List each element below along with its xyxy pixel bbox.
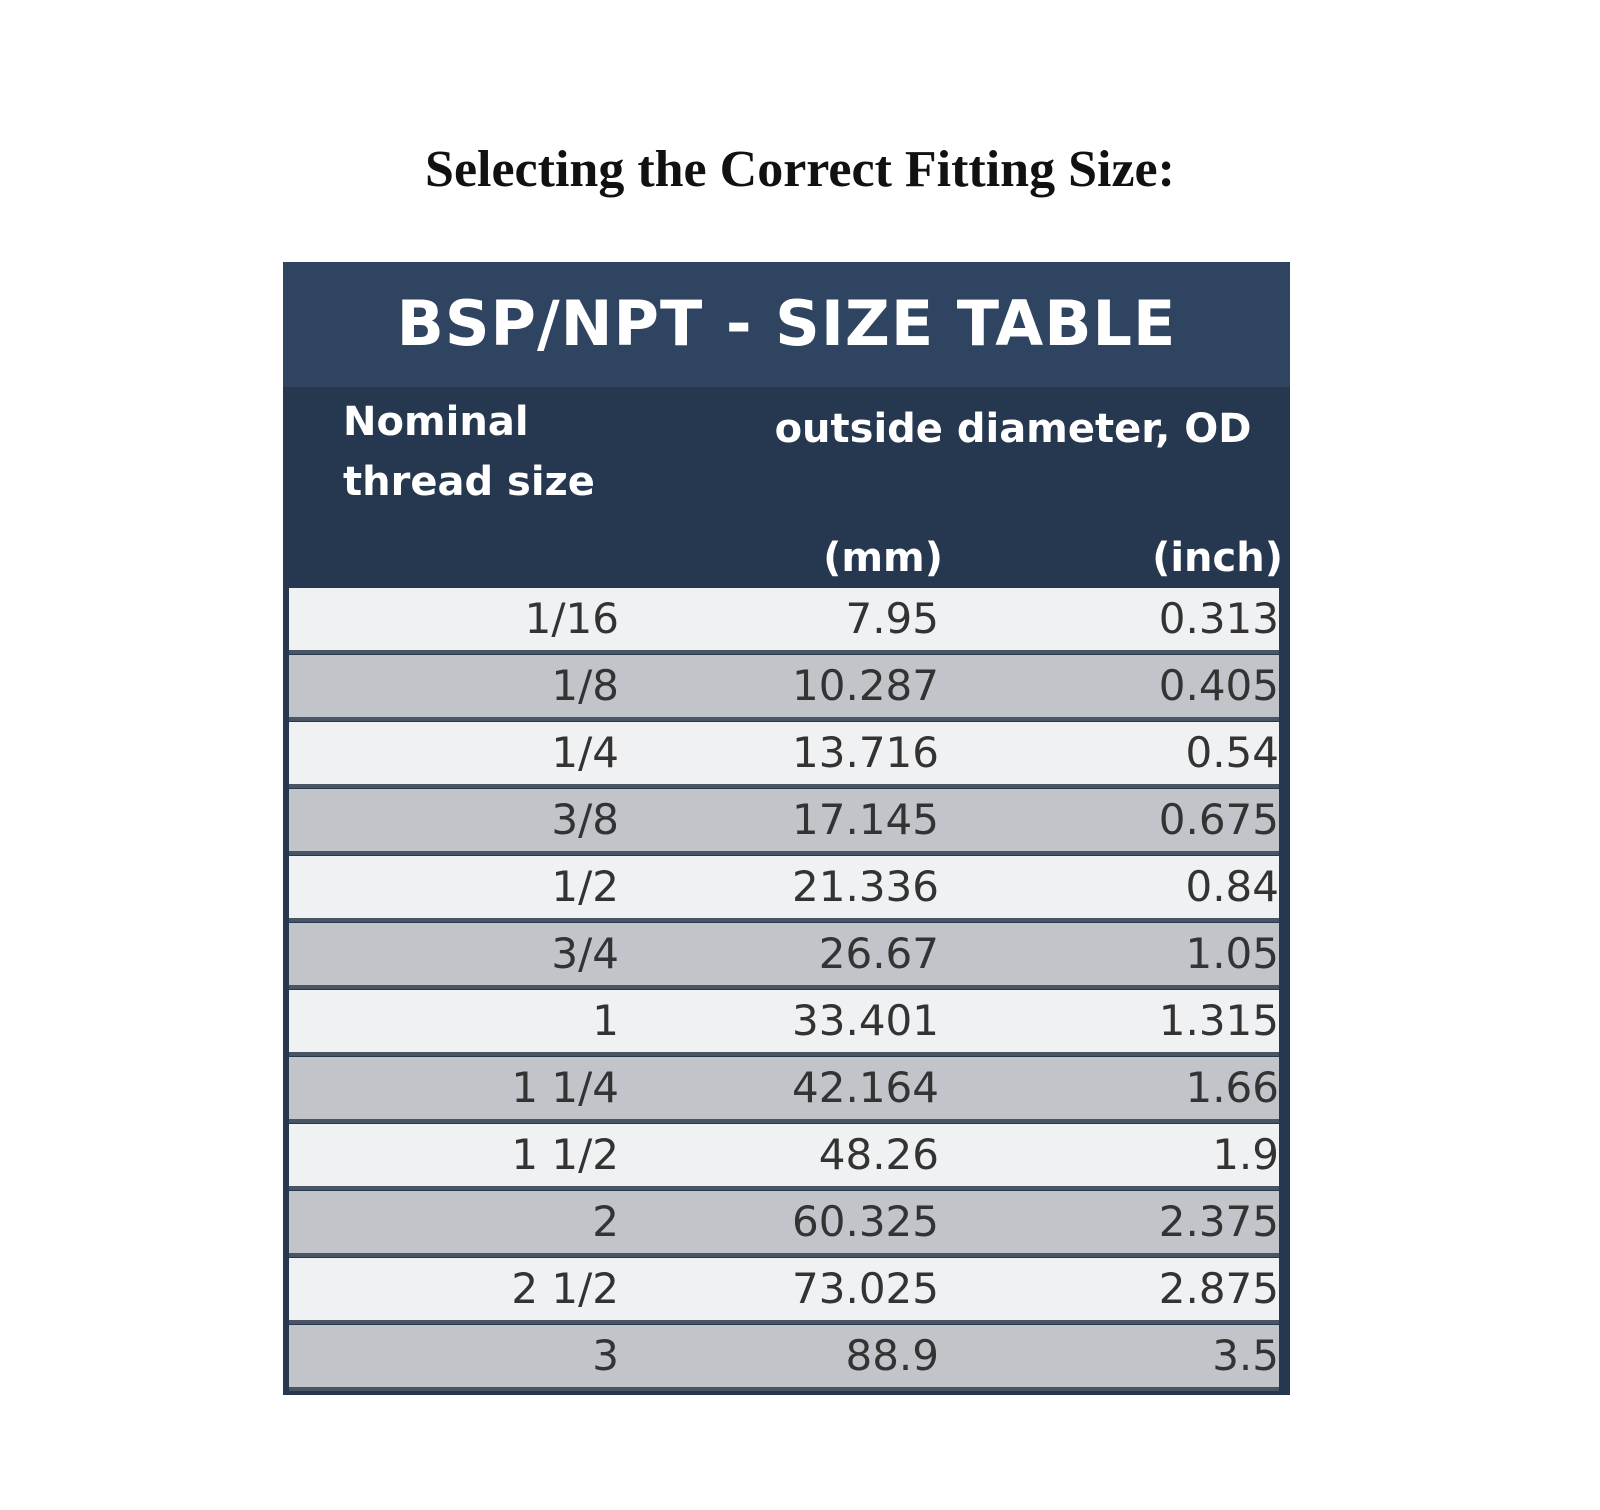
table-row: 2 60.325 2.375	[289, 1191, 1279, 1257]
table-row: 1 1/2 48.26 1.9	[289, 1124, 1279, 1190]
table-row: 1/8 10.287 0.405	[289, 655, 1279, 721]
table-row: 1 1/4 42.164 1.66	[289, 1057, 1279, 1123]
od-inch: 1.315	[1158, 996, 1279, 1045]
table-row: 1/4 13.716 0.54	[289, 722, 1279, 788]
od-mm: 33.401	[792, 996, 939, 1045]
thread-size: 2	[592, 1197, 619, 1246]
od-inch: 0.405	[1158, 661, 1279, 710]
od-mm: 48.26	[818, 1130, 939, 1179]
page-title: Selecting the Correct Fitting Size:	[425, 141, 1175, 198]
thread-size: 1/16	[524, 594, 619, 643]
thread-size: 1/4	[551, 728, 619, 777]
od-mm: 13.716	[792, 728, 939, 777]
od-mm: 7.95	[845, 594, 939, 643]
thread-size: 1	[592, 996, 619, 1045]
thread-size: 3/8	[551, 795, 619, 844]
od-inch: 0.54	[1185, 728, 1279, 777]
size-table: BSP/NPT - SIZE TABLE Nominal thread size…	[283, 262, 1290, 1395]
thread-size: 2 1/2	[511, 1264, 619, 1313]
column-header: (mm)	[823, 535, 943, 581]
column-header: Nominal thread size	[343, 399, 595, 505]
od-mm: 60.325	[792, 1197, 939, 1246]
od-mm: 42.164	[792, 1063, 939, 1112]
thread-size: 1 1/2	[511, 1130, 619, 1179]
table-row: 1/2 21.336 0.84	[289, 856, 1279, 922]
od-inch: 0.84	[1185, 862, 1279, 911]
od-mm: 73.025	[792, 1264, 939, 1313]
table-row: 1 33.401 1.315	[289, 990, 1279, 1056]
od-mm: 10.287	[792, 661, 939, 710]
thread-size: 1 1/4	[511, 1063, 619, 1112]
od-mm: 88.9	[845, 1331, 939, 1380]
od-mm: 26.67	[818, 929, 939, 978]
table-row: 1/16 7.95 0.313	[289, 588, 1279, 654]
od-inch: 1.9	[1212, 1130, 1279, 1179]
od-inch: 2.375	[1158, 1197, 1279, 1246]
thread-size: 3/4	[551, 929, 619, 978]
od-inch: 0.675	[1158, 795, 1279, 844]
thread-size: 1/2	[551, 862, 619, 911]
od-inch: 0.313	[1158, 594, 1279, 643]
thread-size: 3	[592, 1331, 619, 1380]
od-mm: 17.145	[792, 795, 939, 844]
table-row: 2 1/2 73.025 2.875	[289, 1258, 1279, 1324]
column-header: (inch)	[1152, 535, 1283, 581]
od-mm: 21.336	[792, 862, 939, 911]
od-inch: 2.875	[1158, 1264, 1279, 1313]
od-inch: 3.5	[1212, 1331, 1279, 1380]
thread-size: 1/8	[551, 661, 619, 710]
table-row: 3/4 26.67 1.05	[289, 923, 1279, 989]
table-title: BSP/NPT - SIZE TABLE	[396, 287, 1177, 360]
od-inch: 1.66	[1185, 1063, 1279, 1112]
od-inch: 1.05	[1185, 929, 1279, 978]
column-header: outside diameter, OD	[774, 406, 1252, 452]
table-row: 3 88.9 3.5	[289, 1325, 1279, 1391]
table-title-band	[283, 262, 1290, 387]
table-row: 3/8 17.145 0.675	[289, 789, 1279, 855]
